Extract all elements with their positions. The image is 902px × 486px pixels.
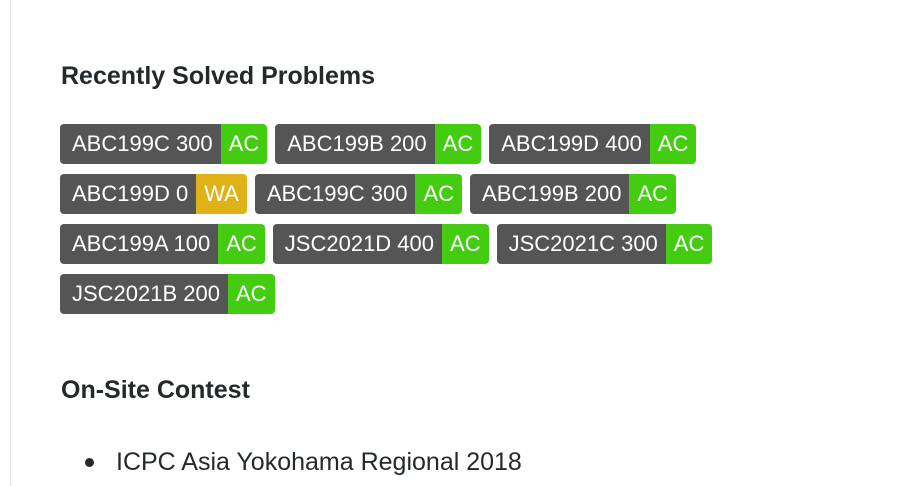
badge-status: AC — [434, 124, 482, 164]
badge-status: AC — [665, 224, 713, 264]
recent-problems-badges: ABC199C 300 AC ABC199B 200 AC ABC199D 400 A… — [60, 124, 780, 324]
badge-status: AC — [220, 124, 268, 164]
problem-badge[interactable]: JSC2021D 400 AC — [272, 224, 489, 264]
problem-badge[interactable]: ABC199B 200 AC — [470, 174, 677, 214]
contest-name: ICPC Asia Yokohama Regional 2018 — [116, 448, 522, 476]
badge-problem-name: ABC199C 300 — [254, 174, 416, 214]
problem-badge[interactable]: ABC199A 100 AC — [60, 224, 265, 264]
badge-status: WA — [196, 174, 247, 214]
badge-row: JSC2021B 200 AC — [60, 274, 780, 314]
badge-status: AC — [218, 224, 265, 264]
badge-status: AC — [649, 124, 697, 164]
badge-problem-name: ABC199B 200 — [275, 124, 435, 164]
badge-problem-name: JSC2021C 300 — [496, 224, 666, 264]
problem-badge[interactable]: ABC199D 400 AC — [489, 124, 697, 164]
badge-row: ABC199A 100 AC JSC2021D 400 AC JSC2021C 30… — [60, 224, 780, 264]
contest-list-item: ICPC Asia Yokohama Regional 2018 — [60, 442, 522, 482]
badge-status: AC — [629, 174, 677, 214]
left-border — [10, 0, 11, 486]
onsite-contest-list: ICPC Asia Yokohama Regional 2018 — [60, 442, 522, 482]
recently-solved-title: Recently Solved Problems — [61, 62, 376, 90]
problem-badge[interactable]: JSC2021C 300 AC — [496, 224, 713, 264]
badge-problem-name: ABC199D 400 — [489, 124, 650, 164]
badge-problem-name: ABC199B 200 — [470, 174, 630, 214]
badge-status: AC — [442, 224, 489, 264]
badge-problem-name: ABC199C 300 — [60, 124, 221, 164]
problem-badge[interactable]: JSC2021B 200 AC — [60, 274, 275, 314]
bullet-icon — [85, 457, 94, 467]
onsite-contest-title: On-Site Contest — [61, 376, 250, 404]
badge-problem-name: ABC199D 0 — [60, 174, 197, 214]
problem-badge[interactable]: ABC199B 200 AC — [275, 124, 482, 164]
badge-status: AC — [415, 174, 463, 214]
badge-problem-name: JSC2021D 400 — [272, 224, 443, 264]
badge-status: AC — [228, 274, 275, 314]
badge-row: ABC199D 0 WA ABC199C 300 AC ABC199B 200 AC — [60, 174, 780, 214]
problem-badge[interactable]: ABC199C 300 AC — [254, 174, 463, 214]
problem-badge[interactable]: ABC199C 300 AC — [60, 124, 268, 164]
problem-badge[interactable]: ABC199D 0 WA — [60, 174, 247, 214]
badge-problem-name: JSC2021B 200 — [60, 274, 228, 314]
badge-row: ABC199C 300 AC ABC199B 200 AC ABC199D 400 A… — [60, 124, 780, 164]
badge-problem-name: ABC199A 100 — [60, 224, 219, 264]
